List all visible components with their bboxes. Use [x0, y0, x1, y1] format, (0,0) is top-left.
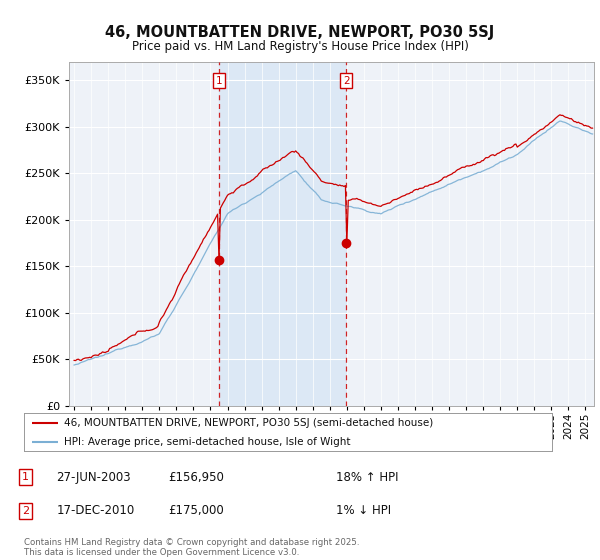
Text: 1% ↓ HPI: 1% ↓ HPI	[336, 504, 391, 517]
Text: 46, MOUNTBATTEN DRIVE, NEWPORT, PO30 5SJ: 46, MOUNTBATTEN DRIVE, NEWPORT, PO30 5SJ	[106, 25, 494, 40]
Text: 1: 1	[215, 76, 222, 86]
Text: 17-DEC-2010: 17-DEC-2010	[56, 504, 134, 517]
Text: Contains HM Land Registry data © Crown copyright and database right 2025.
This d: Contains HM Land Registry data © Crown c…	[24, 538, 359, 557]
Text: 1: 1	[22, 472, 29, 482]
Text: 27-JUN-2003: 27-JUN-2003	[56, 470, 131, 484]
Text: 2: 2	[343, 76, 349, 86]
Text: 46, MOUNTBATTEN DRIVE, NEWPORT, PO30 5SJ (semi-detached house): 46, MOUNTBATTEN DRIVE, NEWPORT, PO30 5SJ…	[64, 418, 433, 428]
Text: £156,950: £156,950	[168, 470, 224, 484]
Text: HPI: Average price, semi-detached house, Isle of Wight: HPI: Average price, semi-detached house,…	[64, 437, 350, 447]
Text: Price paid vs. HM Land Registry's House Price Index (HPI): Price paid vs. HM Land Registry's House …	[131, 40, 469, 53]
Text: 2: 2	[22, 506, 29, 516]
Text: £175,000: £175,000	[168, 504, 224, 517]
Text: 18% ↑ HPI: 18% ↑ HPI	[336, 470, 398, 484]
Bar	[219, 62, 346, 406]
